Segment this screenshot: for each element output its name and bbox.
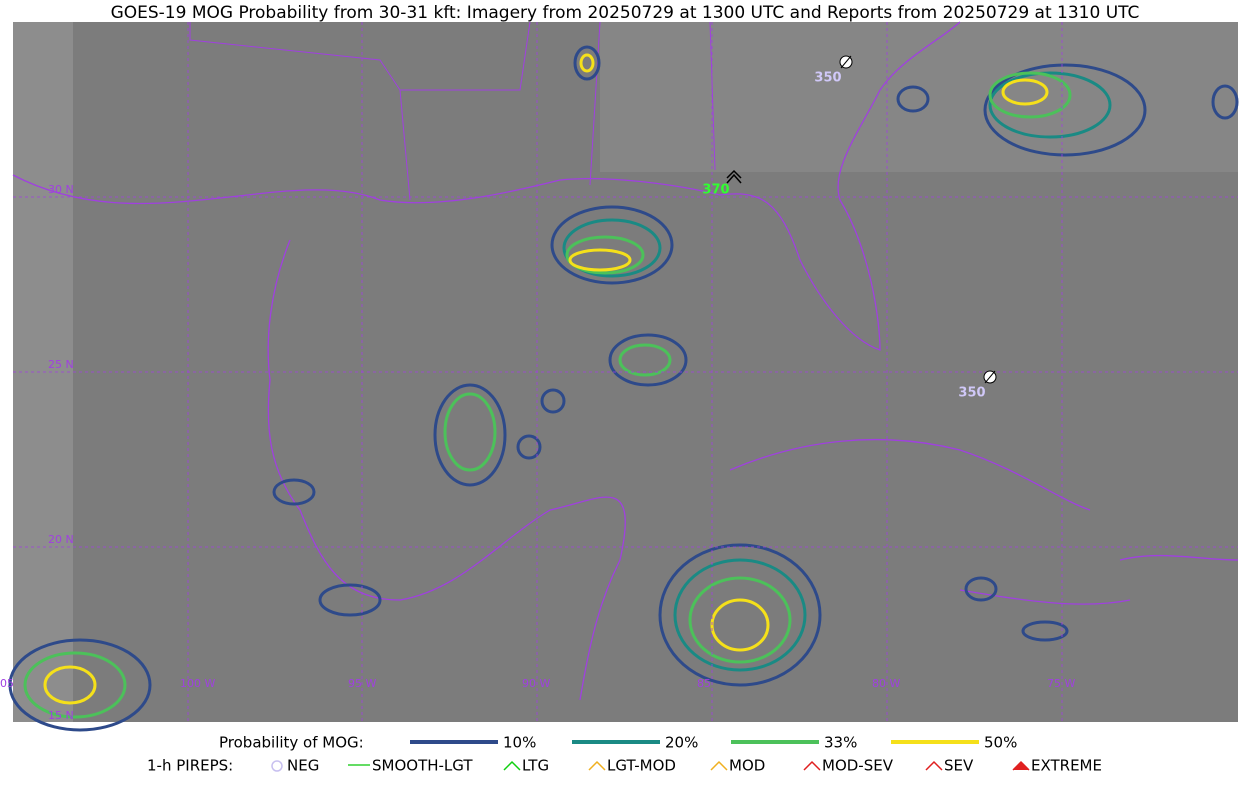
lon-label: 85 bbox=[697, 677, 711, 690]
legend-title: 1-h PIREPS: bbox=[147, 757, 233, 775]
legend-icon bbox=[271, 760, 283, 772]
legend-item: MOD-SEV bbox=[822, 757, 894, 775]
legend-item: 20% bbox=[665, 734, 698, 752]
lon-label: 75 W bbox=[1047, 677, 1075, 690]
legend-item: LGT-MOD bbox=[607, 757, 676, 775]
legend-item: 50% bbox=[984, 734, 1017, 752]
lat-label: 20 N bbox=[48, 533, 74, 546]
legend-item: LTG bbox=[522, 757, 549, 775]
lon-label: 95 W bbox=[348, 677, 376, 690]
legend-icon bbox=[803, 760, 821, 771]
legend-item: 10% bbox=[503, 734, 536, 752]
lat-label: 30 N bbox=[48, 183, 74, 196]
legend-title: Probability of MOG: bbox=[219, 734, 364, 752]
legend-item: SEV bbox=[944, 757, 974, 775]
legend-icon bbox=[925, 760, 943, 771]
legend-icon bbox=[503, 760, 521, 771]
report-label: 350 bbox=[814, 71, 841, 86]
lon-label: 80 W bbox=[872, 677, 900, 690]
legend-item: 33% bbox=[824, 734, 857, 752]
legend-item: EXTREME bbox=[1031, 757, 1102, 775]
report-label: 370 bbox=[702, 183, 729, 198]
legend-item: MOD bbox=[729, 757, 765, 775]
map-title: GOES-19 MOG Probability from 30-31 kft: … bbox=[111, 3, 1140, 23]
legend-icon bbox=[710, 760, 728, 771]
map bbox=[8, 21, 1239, 732]
lon-label: 90 W bbox=[522, 677, 550, 690]
lat-label: 15 N bbox=[48, 709, 74, 722]
legend-icon bbox=[588, 760, 606, 771]
lat-label: 25 N bbox=[48, 358, 74, 371]
lon-label: 100 W bbox=[180, 677, 215, 690]
legend-item: NEG bbox=[287, 757, 319, 775]
legend-item: SMOOTH-LGT bbox=[372, 757, 473, 775]
lon-label: 05 bbox=[0, 677, 14, 690]
legend-icon bbox=[1012, 760, 1030, 771]
report-label: 350 bbox=[958, 386, 985, 401]
